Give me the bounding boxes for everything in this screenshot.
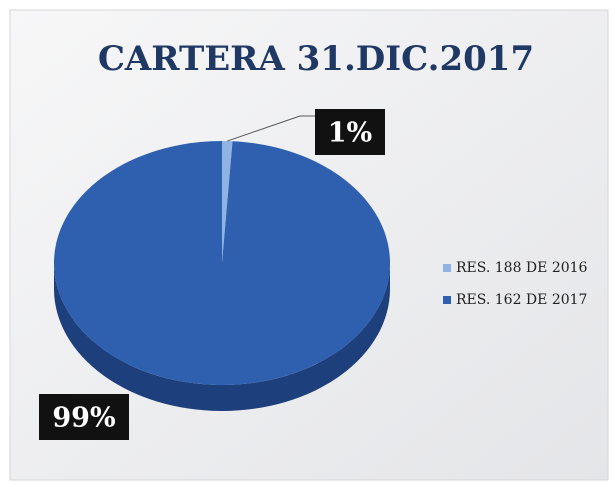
legend-swatch bbox=[443, 264, 451, 272]
value-label-box bbox=[315, 109, 385, 155]
legend: RES. 188 DE 2016 RES. 162 DE 2017 bbox=[443, 260, 588, 308]
pie bbox=[53, 141, 390, 411]
chart-title: CARTERA 31.DIC.2017 bbox=[98, 39, 534, 79]
value-label-box bbox=[39, 394, 129, 440]
legend-label: RES. 162 DE 2017 bbox=[456, 292, 587, 308]
value-label: 99% bbox=[52, 403, 115, 434]
pie-side bbox=[54, 263, 390, 411]
value-labels: 1% 99% bbox=[39, 109, 385, 440]
pie-slice bbox=[53, 141, 390, 385]
value-label: 1% bbox=[328, 118, 372, 149]
legend-swatch bbox=[443, 296, 451, 304]
legend-label: RES. 188 DE 2016 bbox=[456, 260, 588, 276]
leader-line bbox=[227, 115, 315, 142]
pie-slice bbox=[222, 141, 233, 263]
